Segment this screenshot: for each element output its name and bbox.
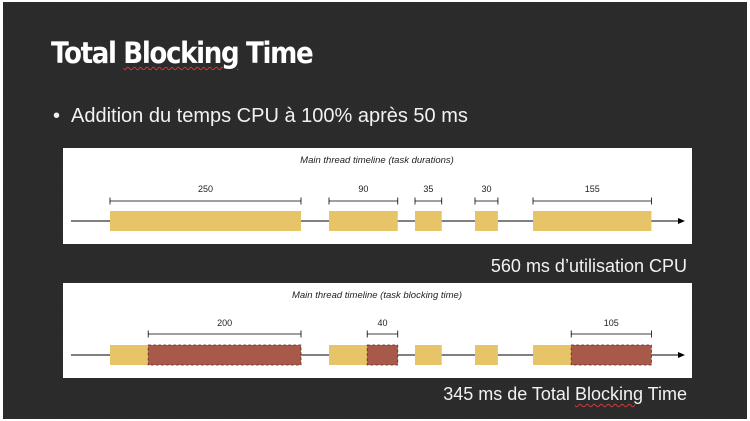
task-label: 250 — [198, 184, 213, 194]
caption-total-blocking-time: 345 ms de Total Blocking Time — [443, 384, 687, 405]
task-bar — [475, 345, 498, 365]
bullet-item: • Addition du temps CPU à 100% après 50 m… — [53, 105, 468, 128]
caption-2-part-1: 345 ms de Total — [443, 384, 575, 404]
task-bar — [415, 345, 442, 365]
task-bar — [415, 211, 442, 231]
task-label: 155 — [585, 184, 600, 194]
title-part-3: Time — [238, 36, 314, 70]
task-bar — [533, 211, 652, 231]
task-label: 90 — [358, 184, 368, 194]
task-bar — [475, 211, 498, 231]
task-label: 30 — [481, 184, 491, 194]
task-bar — [110, 211, 301, 231]
caption-2-part-3: Time — [642, 384, 687, 404]
task-label: 200 — [217, 318, 232, 328]
blocking-bar — [570, 344, 652, 366]
task-label: 40 — [377, 318, 387, 328]
slide: Total Blocking Time • Addition du temps C… — [3, 2, 747, 419]
task-bar — [329, 211, 398, 231]
diagram-title: Main thread timeline (task blocking time… — [292, 290, 462, 301]
bullet-text: Addition du temps CPU à 100% après 50 ms — [71, 105, 468, 127]
axis-arrow-icon — [678, 352, 685, 358]
timeline-blocking-svg: Main thread timeline (task blocking time… — [71, 290, 685, 366]
diagram-blocking-time: Main thread timeline (task blocking time… — [63, 283, 692, 378]
diagram-task-durations: Main thread timeline (task durations) 250… — [63, 148, 692, 244]
slide-title: Total Blocking Time — [51, 36, 314, 70]
bullet-dot-icon: • — [53, 105, 61, 127]
axis-arrow-icon — [678, 218, 685, 224]
caption-cpu-usage: 560 ms d’utilisation CPU — [490, 256, 687, 276]
title-part-2: Blocking — [123, 36, 239, 70]
task-label: 105 — [604, 318, 619, 328]
blocking-bar — [366, 344, 399, 366]
blocking-bar — [147, 344, 302, 366]
caption-2-part-2: Blocking — [574, 384, 643, 404]
title-part-1: Total — [51, 36, 124, 70]
task-label: 35 — [423, 184, 433, 194]
diagram-title: Main thread timeline (task durations) — [300, 155, 454, 166]
timeline-durations-svg: Main thread timeline (task durations) 250… — [71, 155, 685, 231]
